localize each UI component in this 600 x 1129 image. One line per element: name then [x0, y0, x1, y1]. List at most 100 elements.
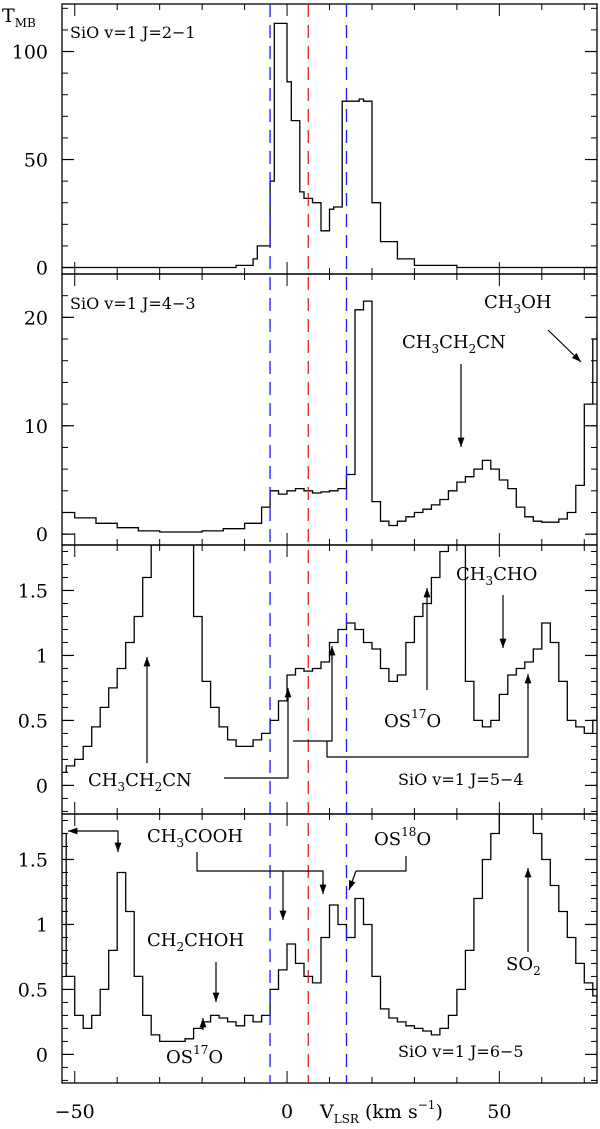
x-axis-title-exp: −1 — [418, 1098, 436, 1112]
annotation-ch3cho: CH3​CHO — [456, 564, 537, 588]
y-tick-label: 0 — [36, 524, 48, 546]
arrow-head — [499, 638, 507, 648]
arrow-head — [212, 992, 220, 1002]
arrow-head — [524, 674, 532, 684]
x-axis-title-unit: (km s — [359, 1101, 418, 1123]
formula-part: CN — [162, 770, 192, 791]
leader-os18o — [356, 856, 407, 872]
formula-part: 2 — [176, 940, 184, 954]
arrow-head — [349, 880, 356, 890]
formula-part: CHO — [493, 564, 537, 585]
arrow-head — [571, 352, 581, 362]
arrow-head — [423, 588, 431, 598]
formula-part: OS — [384, 711, 411, 732]
y-axis-title-sub: MB — [15, 16, 36, 30]
y-tick-label: 0 — [36, 1044, 48, 1066]
formula-part: 18 — [401, 825, 416, 839]
spectrum-line-1 — [62, 300, 597, 533]
formula-part: O — [208, 1047, 223, 1068]
formula-part: 3 — [485, 574, 493, 588]
formula-part: CH — [147, 826, 176, 847]
formula-part: CH — [439, 332, 468, 353]
x-axis-title-sub: LSR — [334, 1112, 360, 1126]
annotation-ch3cooh: CH3​COOH — [147, 826, 243, 850]
arrow-head — [68, 827, 78, 835]
panel-label: SiO v=1 J=6−5 — [398, 1042, 524, 1061]
y-tick-label: 0.5 — [18, 710, 48, 732]
spectrum-panel-1: 0 50 100 — [12, 3, 598, 280]
formula-part: 3 — [176, 836, 184, 850]
y-tick-label: 20 — [24, 307, 48, 329]
arrow-head — [114, 842, 122, 852]
formula-part: 2 — [155, 780, 163, 794]
y-tick-label: 1.5 — [18, 849, 48, 871]
arrow-head — [279, 910, 287, 920]
leader-ch3cooh-c — [283, 870, 324, 892]
formula-part: CH — [484, 292, 513, 313]
y-tick-label: 0.5 — [18, 979, 48, 1001]
formula-part: COOH — [184, 826, 243, 847]
y-tick-label: 50 — [24, 150, 48, 172]
formula-part: O — [416, 829, 431, 850]
annotation-ch3oh: CH3​OH — [484, 292, 552, 316]
x-axis-title: VLSR​ (km s−1​) — [319, 1098, 443, 1126]
y-tick-label: 1.5 — [18, 580, 48, 602]
annotations: CH3​CH2​CNCH3​OHCH3​CHOOS17​OCH3​CH2​CNC… — [68, 292, 582, 1068]
annotation-os18o: OS18​O — [374, 825, 431, 850]
y-tick-label: 1 — [36, 645, 48, 667]
arrow-head — [199, 1018, 207, 1028]
formula-part: 17 — [411, 707, 426, 721]
annotation-os17o-6-5: OS17​O — [166, 1043, 223, 1068]
formula-part: 17 — [193, 1043, 208, 1057]
x-tick-label: −50 — [55, 1101, 95, 1123]
annotation-ch2choh: CH2​CHOH — [147, 930, 244, 954]
y-tick-label: 0 — [36, 258, 48, 280]
formula-part: 2 — [533, 964, 541, 978]
leader-ch3ch2cn-b — [293, 650, 333, 742]
annotation-ch3ch2cn-5-4: CH3​CH2​CN — [88, 770, 192, 794]
panel-label: SiO v=1 J=2−1 — [70, 23, 196, 42]
spectrum-panel-4: 0 0.5 1 1.5 — [18, 813, 598, 1084]
annotation-os17o: OS17​O — [384, 707, 441, 732]
spectrum-line-1 — [62, 545, 597, 774]
formula-part: SO — [506, 954, 533, 975]
x-tick-label: 50 — [487, 1101, 511, 1123]
formula-part: CHOH — [184, 930, 244, 951]
formula-part: 3 — [513, 302, 521, 316]
formula-part: 3 — [431, 342, 439, 356]
panel-label: SiO v=1 J=4−3 — [70, 294, 196, 313]
formula-part: CH — [456, 564, 485, 585]
panel-label: SiO v=1 J=5−4 — [398, 770, 524, 789]
y-axis-title-main: T — [2, 5, 15, 27]
x-tick-label: 0 — [281, 1101, 293, 1123]
arrow-head — [143, 657, 151, 667]
y-tick-label: 10 — [24, 416, 48, 438]
formula-part: OH — [521, 292, 551, 313]
arrow-head — [328, 646, 336, 656]
arrow-head — [524, 868, 532, 878]
leader-ch3cooh-b — [196, 852, 284, 918]
spectrum-panel-2: 0 10 20 — [24, 273, 598, 546]
arrow-head — [457, 437, 465, 447]
formula-part: OS — [374, 829, 401, 850]
arrow-head — [319, 884, 327, 894]
formula-part: O — [426, 711, 441, 732]
panel-frame — [61, 3, 598, 275]
arrow-head — [284, 688, 292, 698]
formula-part: 2 — [469, 342, 477, 356]
formula-part: CN — [476, 332, 506, 353]
annotation-so2: SO2​ — [506, 954, 541, 978]
y-tick-label: 0 — [36, 775, 48, 797]
y-tick-label: 100 — [12, 42, 48, 64]
spectrum-line-1 — [62, 22, 597, 269]
y-tick-label: 1 — [36, 914, 48, 936]
leader-ch3ch2cn-c — [326, 678, 529, 758]
formula-part: OS — [166, 1047, 193, 1068]
formula-part: CH — [402, 332, 431, 353]
x-axis-title-main: V — [319, 1101, 334, 1123]
formula-part: CH — [88, 770, 117, 791]
leader-ch3ch2cn-a — [224, 690, 289, 779]
formula-part: 3 — [117, 780, 125, 794]
annotation-ch3ch2cn: CH3​CH2​CN — [402, 332, 506, 356]
